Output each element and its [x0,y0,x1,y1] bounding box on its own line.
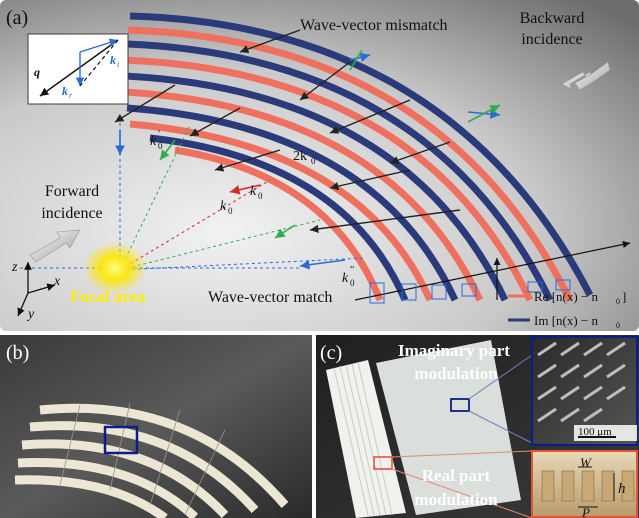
imaginary-label-line-2: modulation [414,364,498,383]
panel-b-label: (b) [6,342,29,364]
real-part-grooves [333,361,393,516]
connector-real-bottom [391,468,533,518]
legend-im-sub: 0 [616,321,620,330]
inset-kr-label: k [62,84,68,98]
k0-black-sub: 0 [228,206,233,216]
backward-incidence-line-1: Backward [520,10,585,27]
k0-prime-sup: ′ [158,128,160,140]
axis-y-label: y [26,307,35,322]
legend-re-sub: 0 [616,297,620,306]
wave-vector-match-label: Wave-vector match [208,289,332,306]
imaginary-part-strip [376,340,521,515]
imaginary-highlight-box [450,398,470,412]
legend-re-text: Re [n(x) − n [534,289,599,304]
k0-prime-sub: 0 [158,141,163,151]
w-label: W [580,455,592,470]
arc-dividers [59,402,226,516]
legend-re-end: ] [622,289,626,304]
panel-c-label: (c) [320,342,342,364]
panel-c: 100 μm W h P (c) Imaginary part modulati… [316,335,639,518]
strip-blue-3 [123,72,509,302]
panel-a-label: (a) [6,7,28,29]
backward-incidence-line-2: incidence [521,31,582,48]
k0-black-label: k [220,199,227,214]
k0-dprime-sub: 0 [350,278,355,288]
strip-blue-4 [126,104,459,302]
inset-kr-sub: r [69,91,73,100]
h-label: h [618,481,626,497]
real-part-strip [326,360,406,518]
panel-a-figure: (a) Wave-vector mismatch Backward incide… [0,0,639,331]
wave-vector-inset [27,33,129,105]
panel-c-photo: 100 μm W h P (c) Imaginary part modulati… [316,335,639,518]
connector-real-top [391,450,533,458]
black-k-arrows [114,29,461,234]
imaginary-label-line-1: Imaginary part [398,341,510,360]
real-highlight-box [373,456,393,470]
legend-im-text: Im [n(x) − n [534,313,599,328]
panel-b: (b) [0,335,312,518]
strip-blue-1 [129,12,594,297]
strip-blue-2 [125,40,554,302]
colored-k-arrows [115,49,501,270]
p-label: P [581,505,590,518]
real-label-line-2: modulation [414,490,498,509]
panel-b-photo: (b) [0,335,312,518]
grating-strips [123,12,594,302]
profile-boxes [369,279,571,304]
focal-area-glow [83,242,147,294]
sem-texture [537,341,626,423]
connector-imag-top [468,354,533,400]
coordinate-axes [17,262,56,317]
inset-q-label: q [34,65,40,79]
k0-prime-label: k [150,134,157,149]
unit-cell-highlight [103,425,139,455]
k0-red-label: k [250,184,257,199]
printed-arcs [14,403,289,518]
strip-red-3 [124,88,484,302]
strip-red-5 [174,146,384,302]
x-axis-line [354,240,631,301]
real-label-line-1: Real part [422,466,491,485]
strip-red-4 [129,120,434,302]
two-k0-sub: 0 [311,156,316,166]
forward-incidence-line-2: incidence [41,205,102,222]
connector-imag-bottom [468,410,533,444]
forward-incidence-line-1: Forward [45,183,99,200]
focal-area-label: Focal area [70,287,146,306]
legend: Re [n(x) − n 0 ] Im [n(x) − n 0 [508,289,626,330]
k0-red-sub: 0 [258,191,263,201]
axis-x-label: x [53,274,61,289]
inset-ki-label: k [110,53,116,67]
scale-bar-label: 100 μm [578,426,612,438]
k0-dprime-label: k [342,271,349,286]
strip-blue-5 [149,134,409,302]
wave-vector-mismatch-label: Wave-vector mismatch [300,17,448,34]
forward-incidence-arrow [29,229,81,263]
strip-red-1 [127,26,574,302]
closeup-dimensions [578,466,615,508]
closeup-teeth [541,470,635,502]
backward-incidence-arrow [561,61,611,91]
panel-a: (a) Wave-vector mismatch Backward incide… [0,0,639,331]
inset-ki-sub: i [117,60,119,69]
two-k0-label: 2k [293,149,307,164]
axis-z-label: z [11,260,18,275]
k0-dprime-sup: ″ [350,264,355,276]
strip-red-2 [123,56,534,302]
